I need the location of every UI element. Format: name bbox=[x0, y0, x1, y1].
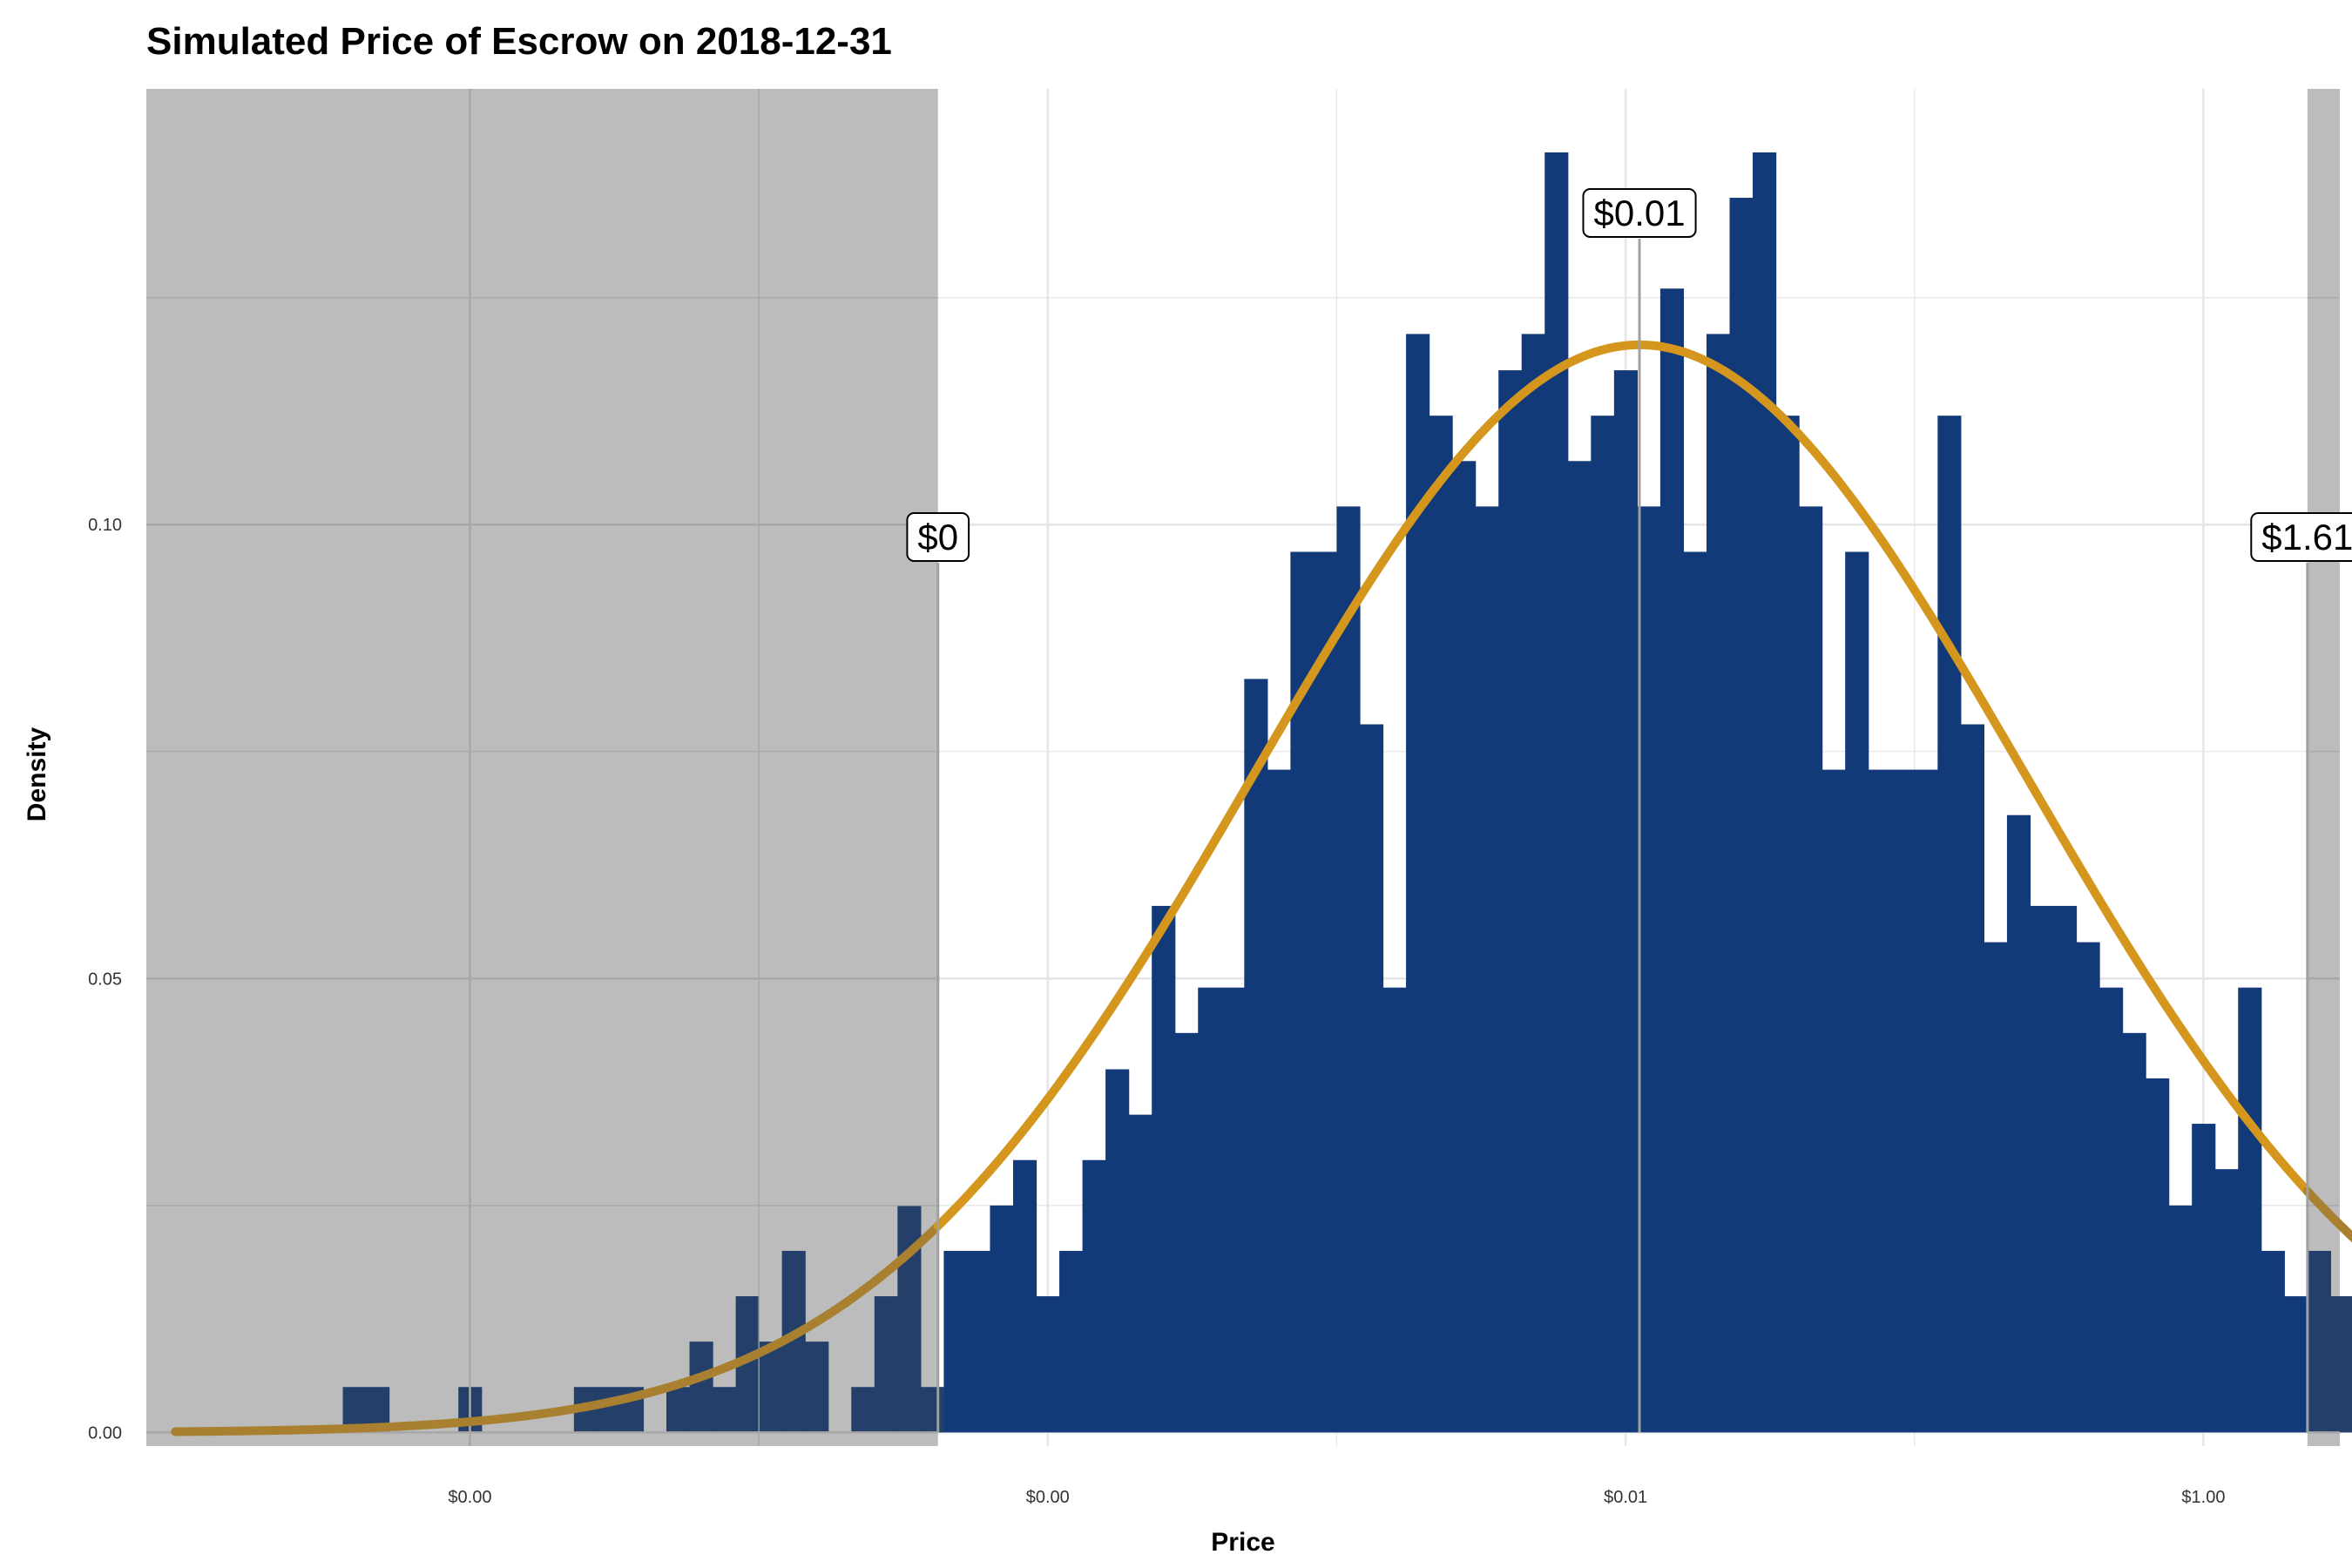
histogram-bar bbox=[2238, 987, 2262, 1433]
histogram-bar bbox=[2122, 1032, 2146, 1433]
histogram-bar bbox=[1753, 152, 1777, 1433]
x-tick-labels: $0.00$0.00$0.01$1.00$148.41 bbox=[448, 1488, 2225, 1507]
histogram-bar bbox=[1891, 769, 1916, 1433]
histogram-bar bbox=[1174, 1032, 1199, 1433]
histogram-bar bbox=[990, 1205, 1014, 1433]
histogram-bars bbox=[342, 152, 2352, 1433]
x-axis-title: Price bbox=[1211, 1528, 1274, 1557]
x-tick-label: $0.00 bbox=[1026, 1488, 1070, 1507]
annotation-label: $1.61 bbox=[2261, 517, 2352, 558]
histogram-bar bbox=[966, 1250, 991, 1433]
histogram-bar-in-tail bbox=[689, 1342, 713, 1433]
histogram-bar bbox=[1359, 724, 1384, 1433]
histogram-bar-in-tail bbox=[920, 1387, 944, 1433]
histogram-bar-in-tail bbox=[713, 1387, 737, 1433]
y-tick-label: 0.05 bbox=[88, 970, 122, 989]
histogram-bar bbox=[1082, 1159, 1106, 1433]
y-tick-label: 0.10 bbox=[88, 516, 122, 535]
histogram-bar bbox=[1498, 370, 1523, 1433]
histogram-bar bbox=[1683, 551, 1707, 1433]
histogram-bar bbox=[1152, 905, 1176, 1433]
histogram-bar bbox=[2168, 1205, 2193, 1433]
histogram-bar bbox=[2076, 942, 2100, 1433]
histogram-bar bbox=[1267, 769, 1291, 1433]
upper-tail-shade bbox=[2307, 89, 2340, 1446]
histogram-bar bbox=[1775, 416, 1800, 1433]
histogram-bar bbox=[1382, 987, 1407, 1433]
annotation-label: $0 bbox=[917, 517, 958, 558]
histogram-bar bbox=[1937, 416, 1962, 1433]
histogram-bar-in-tail bbox=[597, 1387, 621, 1433]
histogram-bar bbox=[1128, 1114, 1152, 1433]
histogram-bar bbox=[2261, 1250, 2285, 1433]
density-curve-lower-tail bbox=[171, 1221, 943, 1436]
density-curve bbox=[171, 340, 2352, 1436]
histogram-bar bbox=[1799, 506, 1823, 1433]
histogram-bar bbox=[1729, 198, 1754, 1433]
histogram-bar bbox=[2284, 1296, 2308, 1433]
histogram-bar bbox=[1544, 152, 1569, 1433]
y-tick-label: 0.00 bbox=[88, 1423, 122, 1443]
x-tick-label: $0.00 bbox=[448, 1488, 491, 1507]
histogram-bar bbox=[2006, 814, 2031, 1433]
histogram-bar bbox=[1012, 1159, 1037, 1433]
histogram-bar-in-tail bbox=[2307, 1250, 2331, 1433]
histogram-bar bbox=[1220, 987, 1245, 1433]
annotation-box bbox=[906, 511, 970, 562]
histogram-bar bbox=[1452, 461, 1477, 1433]
histogram-bar bbox=[1845, 551, 1869, 1433]
histogram-bar bbox=[2030, 905, 2054, 1433]
histogram-bar bbox=[1313, 551, 1338, 1433]
histogram-bar-in-tail bbox=[2330, 1296, 2352, 1433]
histogram-bar bbox=[1336, 506, 1361, 1433]
lower-tail-shade bbox=[146, 89, 938, 1446]
histogram-bar bbox=[943, 1250, 968, 1433]
histogram-bar bbox=[1637, 506, 1661, 1433]
histogram-bar bbox=[2214, 1169, 2239, 1433]
y-axis-title: Density bbox=[23, 727, 51, 822]
histogram-bar bbox=[1706, 334, 1731, 1433]
histogram-bar bbox=[1036, 1296, 1060, 1433]
histogram-bar bbox=[1659, 288, 1685, 1433]
density-curve-center bbox=[933, 340, 2312, 1231]
histogram-bar-in-tail bbox=[759, 1342, 783, 1433]
histogram-bar bbox=[1960, 724, 1984, 1433]
annotation-box bbox=[2250, 511, 2352, 562]
annotation-box bbox=[1582, 187, 1697, 238]
y-tick-labels: 0.00 0.05 0.10 bbox=[88, 516, 122, 1443]
histogram-bar bbox=[2099, 987, 2124, 1433]
histogram-bar bbox=[2192, 1124, 2216, 1433]
histogram-bar bbox=[1821, 769, 1846, 1433]
histogram-bar bbox=[1914, 769, 1938, 1433]
histogram-bar bbox=[1059, 1250, 1084, 1433]
annotation-label: $0.01 bbox=[1593, 193, 1685, 233]
histogram-bar bbox=[1244, 679, 1268, 1433]
histogram-bar bbox=[2052, 905, 2078, 1433]
tail-shading bbox=[146, 89, 2352, 1446]
chart-title: Simulated Price of Escrow on 2018-12-31 bbox=[146, 20, 892, 63]
histogram-bar-in-tail bbox=[874, 1296, 898, 1433]
histogram-bar-in-tail bbox=[805, 1342, 829, 1433]
histogram-bar bbox=[1613, 370, 1638, 1433]
histogram-bar bbox=[1198, 987, 1222, 1433]
histogram-bar-in-tail bbox=[666, 1387, 691, 1433]
histogram-bar bbox=[1429, 416, 1453, 1433]
histogram-bar bbox=[1521, 334, 1545, 1433]
histogram-bar bbox=[1868, 769, 1892, 1433]
histogram-bar bbox=[1105, 1069, 1130, 1433]
histogram-bar bbox=[1591, 416, 1615, 1433]
histogram-bar bbox=[1567, 461, 1592, 1433]
histogram-bar-in-tail bbox=[851, 1387, 875, 1433]
x-tick-label: $1.00 bbox=[2181, 1488, 2225, 1507]
histogram-bar bbox=[1984, 942, 2008, 1433]
annotations: $0 $0.01 $1.61 bbox=[906, 187, 2352, 1433]
x-tick-label: $0.01 bbox=[1604, 1488, 1647, 1507]
histogram-bar bbox=[2146, 1078, 2170, 1433]
histogram-bar bbox=[1475, 506, 1499, 1433]
